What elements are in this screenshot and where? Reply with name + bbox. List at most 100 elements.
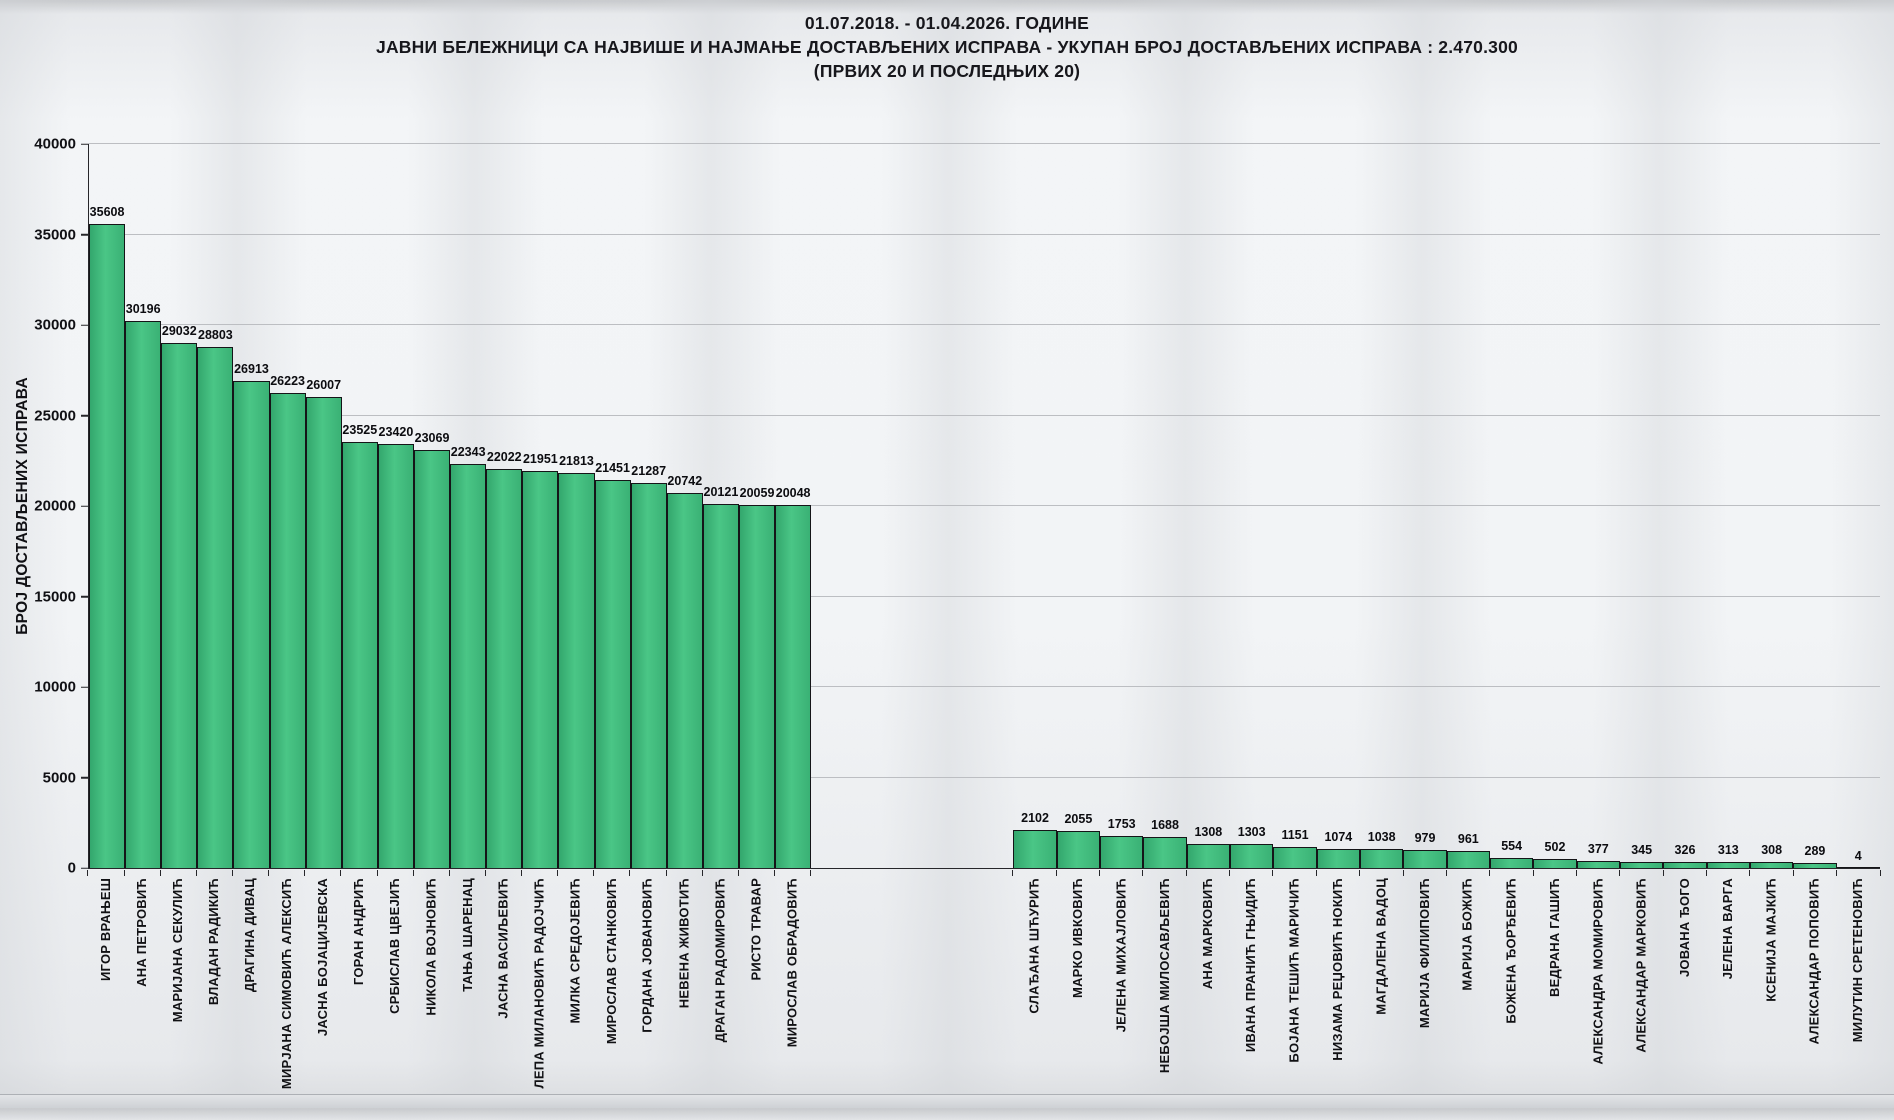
- bar-column: 961: [1446, 144, 1490, 868]
- bar-column: 502: [1533, 144, 1577, 868]
- bar-column: 23069: [413, 144, 451, 868]
- bar-невена-животић: [666, 492, 703, 868]
- y-tick-mark: [81, 143, 89, 145]
- bar-value-label: 326: [1674, 843, 1696, 858]
- category-label: ИВАНА ПРАНИЋ ГЊИДИЋ: [1243, 878, 1259, 1053]
- bar-column: 29032: [161, 144, 198, 868]
- category-label: ЈЕЛЕНА ВАРГА: [1720, 878, 1736, 980]
- bar-column: 20121: [702, 144, 739, 868]
- bar-value-label: 554: [1501, 838, 1523, 853]
- x-label-cell: МАРИЈА БОЖИЋ: [1446, 870, 1491, 1120]
- bar-column: 20742: [666, 144, 703, 868]
- bar-column: 554: [1490, 144, 1534, 868]
- category-label: АНА МАРКОВИЋ: [1199, 878, 1215, 990]
- category-label: ДРАГИНА ДИВАЦ: [242, 878, 258, 993]
- bar-ксенија-мајкић: [1749, 862, 1794, 868]
- x-label-cell: СРБИСЛАВ ЦВЕЈИЋ: [377, 870, 414, 1120]
- y-tick-mark: [81, 414, 89, 417]
- category-label: АЛЕКСАНДАР ПОПОВИЋ: [1806, 878, 1822, 1045]
- x-label-cell: МАРИЈА ФИЛИПОВИЋ: [1403, 870, 1448, 1120]
- bar-никола-војновић: [413, 450, 451, 868]
- category-label: МАРИЈА БОЖИЋ: [1460, 878, 1476, 991]
- bar-column: 1303: [1230, 144, 1274, 868]
- bar-column: 23420: [377, 144, 414, 868]
- y-tick-label: 30000: [34, 316, 76, 334]
- bar-column: 289: [1793, 144, 1837, 868]
- bar-value-label: 20059: [739, 485, 775, 500]
- bar-column: 26223: [269, 144, 306, 868]
- x-label-cell: ВЛАДАН РАДИКИЋ: [196, 870, 234, 1120]
- bar-value-label: 1688: [1151, 818, 1179, 833]
- chart-title-period: 01.07.2018. - 01.04.2026. ГОДИНЕ: [804, 13, 1090, 33]
- bar-value-label: 20742: [667, 473, 703, 488]
- category-label: НИЗАМА РЕЏОВИЋ НОКИЋ: [1330, 878, 1346, 1061]
- category-label: ЈАСНА БОЈАЦИЈЕВСКА: [314, 878, 330, 1037]
- category-label: МАРКО ИВКОВИЋ: [1069, 878, 1085, 999]
- bar-value-label: 26007: [306, 378, 342, 393]
- bar-value-label: 1074: [1324, 829, 1353, 844]
- bar-group-gap: [811, 144, 1013, 868]
- bar-value-label: 345: [1631, 842, 1653, 857]
- x-label-cell: МАРИЈАНА СЕКУЛИЋ: [160, 870, 198, 1120]
- chart-title-main: ЈАВНИ БЕЛЕЖНИЦИ СА НАЈВИШЕ И НАЈМАЊЕ ДОС…: [376, 37, 1518, 57]
- y-tick-mark: [81, 867, 89, 869]
- bar-column: 28803: [197, 144, 234, 868]
- chart-title-sub: (ПРВИХ 20 И ПОСЛЕДЊИХ 20): [813, 61, 1081, 81]
- x-label-cell: ЛЕПА МИЛАНОВИЋ РАДОЈЧИЋ: [522, 870, 559, 1120]
- x-axis-labels: ИГОР ВРАЊЕШ АНА ПЕТРОВИЋ МАРИЈАНА СЕКУЛИЋ В…: [86, 870, 1881, 1120]
- bar-column: 21813: [558, 144, 595, 868]
- x-label-cell: СЛАЂАНА ШЋУРИЋ: [1013, 870, 1058, 1120]
- category-label: ВЛАДАН РАДИКИЋ: [206, 878, 222, 1006]
- bar-value-label: 2055: [1064, 811, 1093, 826]
- x-label-cell: МИРОСЛАВ ОБРАДОВИЋ: [774, 870, 812, 1120]
- category-label: МИЛУТИН СРЕТЕНОВИЋ: [1850, 878, 1866, 1043]
- x-label-cell: ЈАСНА БОЈАЦИЈЕВСКА: [305, 870, 342, 1120]
- bar-гордана-јовановић: [630, 482, 667, 868]
- bar-милутин-сретеновић: [1836, 867, 1880, 868]
- gridline-30000: [89, 324, 1880, 325]
- x-label-gap: [811, 870, 1014, 1120]
- category-label: СРБИСЛАВ ЦВЕЈИЋ: [387, 878, 403, 1014]
- bar-value-label: 21951: [522, 451, 558, 466]
- bar-владан-радикић: [197, 346, 234, 868]
- category-label: АЛЕКСАНДРА МОМИРОВИЋ: [1590, 878, 1606, 1065]
- y-tick-label: 5000: [42, 769, 76, 786]
- bar-value-label: 23525: [342, 423, 378, 438]
- bar-марија-божић: [1446, 850, 1490, 868]
- y-tick-label: 0: [67, 859, 76, 877]
- bar-тања-шаренац: [450, 463, 487, 868]
- bar-value-label: 1151: [1281, 828, 1309, 843]
- bar-value-label: 22343: [450, 444, 486, 459]
- bar-александра-момировић: [1576, 861, 1620, 868]
- bar-column: 377: [1576, 144, 1620, 868]
- y-tick-label: 15000: [34, 588, 76, 605]
- bar-милка-средојевић: [558, 473, 595, 868]
- bar-value-label: 961: [1457, 831, 1479, 846]
- category-label: НЕБОЈША МИЛОСАВЉЕВИЋ: [1156, 878, 1172, 1074]
- bar-column: 20048: [775, 144, 812, 868]
- category-label: СЛАЂАНА ШЋУРИЋ: [1026, 878, 1042, 1014]
- bar-value-label: 4: [1854, 848, 1862, 863]
- category-label: ВЕДРАНА ГАШИЋ: [1546, 878, 1562, 997]
- category-label: ТАЊА ШАРЕНАЦ: [459, 878, 475, 992]
- bar-марко-ивковић: [1056, 830, 1101, 868]
- y-tick-mark: [81, 595, 89, 598]
- window-bottom-edge: [0, 1094, 1894, 1108]
- x-label-cell: ЈЕЛЕНА МИХАЈЛОВИЋ: [1100, 870, 1144, 1120]
- category-label: ЈОВАНА ЂОГО: [1676, 878, 1692, 977]
- bar-column: 1308: [1186, 144, 1231, 868]
- bar-value-label: 1038: [1367, 830, 1396, 845]
- bar-column: 979: [1403, 144, 1447, 868]
- bar-column: 1151: [1273, 144, 1317, 868]
- gridline-20000: [89, 505, 1880, 506]
- bar-низама-реџовић-нокић: [1316, 848, 1361, 868]
- bar-драгина-дивац: [233, 380, 270, 868]
- bar-value-label: 1308: [1194, 825, 1223, 840]
- bar-небојша-милосављевић: [1143, 837, 1187, 868]
- x-label-cell: АЛЕКСАНДАР МАРКОВИЋ: [1620, 870, 1665, 1120]
- bar-value-label: 30196: [125, 302, 161, 317]
- y-tick-mark: [81, 505, 89, 507]
- bar-value-label: 289: [1804, 843, 1826, 858]
- bar-value-label: 1753: [1107, 817, 1136, 832]
- x-label-cell: МИРЈАНА СИМОВИЋ АЛЕКСИЋ: [269, 870, 306, 1120]
